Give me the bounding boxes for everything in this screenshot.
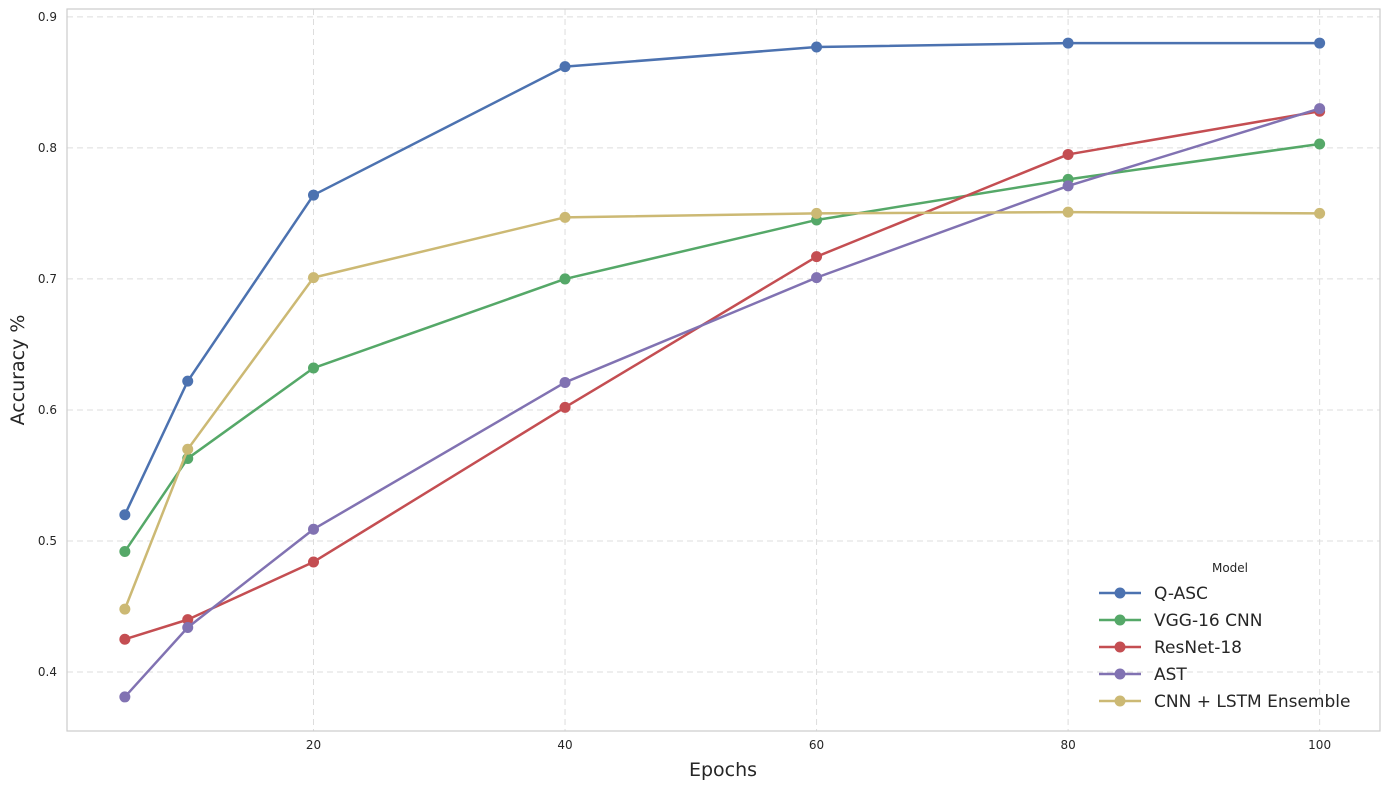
legend-item: Q-ASC	[1099, 584, 1208, 604]
x-axis-label: Epochs	[689, 759, 757, 781]
data-point	[308, 272, 320, 284]
plot-frame	[66, 8, 1381, 732]
legend-label: VGG-16 CNN	[1154, 611, 1262, 631]
data-point	[308, 556, 320, 568]
data-point	[1062, 37, 1074, 49]
y-tick-label: 0.4	[38, 665, 57, 679]
legend-label: Q-ASC	[1154, 584, 1208, 604]
data-point	[559, 401, 571, 413]
data-point	[182, 375, 194, 387]
series-resnet-18	[119, 105, 1326, 645]
legend: Model Q-ASC VGG-16 CNN ResNet-18 AST CNN + L…	[1099, 561, 1350, 712]
y-tick-label: 0.6	[38, 403, 57, 417]
data-point	[1062, 148, 1074, 160]
data-point	[1062, 180, 1074, 192]
y-tick-label: 0.9	[38, 10, 57, 24]
data-point	[308, 189, 320, 201]
data-point	[308, 523, 320, 535]
y-tick-label: 0.7	[38, 272, 57, 286]
legend-marker	[1114, 641, 1126, 653]
data-point	[1314, 207, 1326, 219]
x-tick-label: 100	[1308, 738, 1331, 752]
x-tick-label: 60	[809, 738, 824, 752]
y-tick-label: 0.8	[38, 141, 57, 155]
data-point	[811, 207, 823, 219]
legend-label: CNN + LSTM Ensemble	[1154, 692, 1350, 712]
data-point	[811, 251, 823, 263]
legend-title: Model	[1212, 561, 1248, 575]
x-tick-label: 20	[306, 738, 321, 752]
legend-item: VGG-16 CNN	[1099, 611, 1262, 631]
tick-labels: 20 40 60 80 100 0.4 0.5 0.6 0.7 0.8 0.9	[38, 10, 1331, 752]
series-line	[123, 107, 1320, 698]
series-q-asc	[119, 37, 1326, 521]
legend-marker	[1114, 668, 1126, 680]
data-point	[119, 691, 131, 703]
series-vgg-16-cnn	[119, 138, 1326, 557]
data-point	[182, 614, 194, 626]
series-group	[119, 37, 1326, 703]
y-tick-label: 0.5	[38, 534, 57, 548]
series-line	[123, 210, 1320, 610]
data-point	[1062, 206, 1074, 218]
data-point	[1314, 103, 1326, 115]
data-point	[559, 376, 571, 388]
data-point	[1314, 37, 1326, 49]
legend-label: AST	[1154, 665, 1187, 685]
legend-item: AST	[1099, 665, 1187, 685]
legend-marker	[1114, 587, 1126, 599]
data-point	[182, 621, 194, 633]
data-point	[811, 41, 823, 53]
legend-marker	[1114, 614, 1126, 626]
legend-item: ResNet-18	[1099, 638, 1242, 658]
data-point	[308, 362, 320, 374]
series-cnn-lstm-ensemble	[119, 206, 1326, 615]
legend-item: CNN + LSTM Ensemble	[1099, 692, 1350, 712]
data-point	[119, 545, 131, 557]
data-point	[811, 272, 823, 284]
data-point	[559, 211, 571, 223]
y-axis-label: Accuracy %	[7, 315, 29, 426]
data-point	[559, 61, 571, 73]
data-point	[1314, 138, 1326, 150]
x-tick-label: 40	[557, 738, 572, 752]
data-point	[182, 443, 194, 455]
series-ast	[119, 103, 1326, 703]
data-point	[119, 509, 131, 521]
data-point	[559, 273, 571, 285]
x-tick-label: 80	[1060, 738, 1075, 752]
series-line	[123, 142, 1320, 553]
grid	[67, 9, 1380, 731]
legend-label: ResNet-18	[1154, 638, 1242, 658]
data-point	[119, 633, 131, 645]
legend-marker	[1114, 695, 1126, 707]
data-point	[119, 603, 131, 615]
